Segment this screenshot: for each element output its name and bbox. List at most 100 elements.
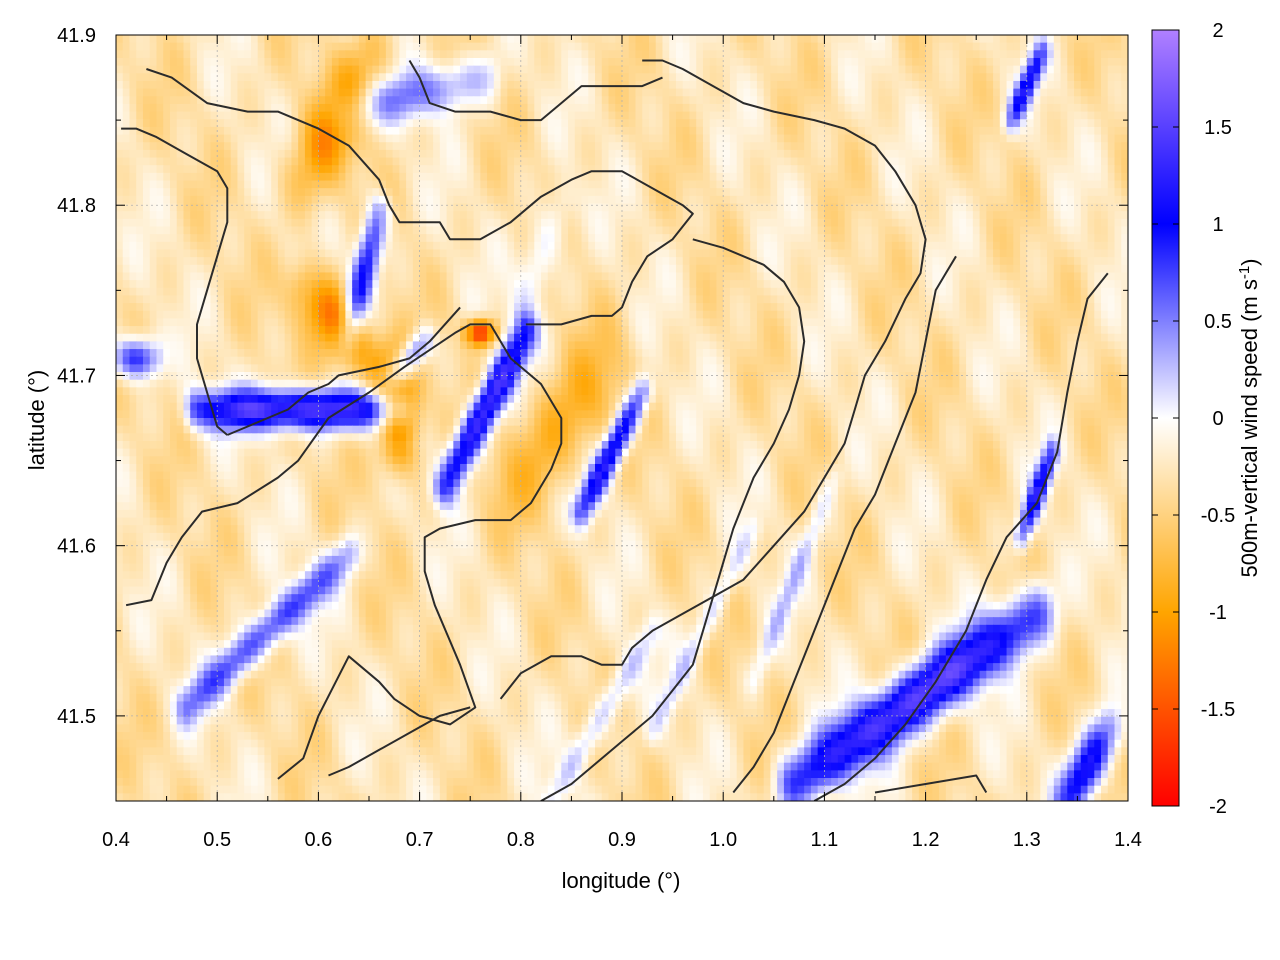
heatmap-cell: [824, 126, 832, 136]
heatmap-cell: [311, 57, 319, 67]
heatmap-cell: [844, 134, 852, 143]
heatmap-cell: [912, 65, 920, 74]
heatmap-cell: [945, 149, 954, 159]
heatmap-cell: [244, 111, 252, 120]
heatmap-cell: [399, 57, 407, 67]
heatmap-cell: [1033, 50, 1041, 59]
heatmap-cell: [864, 211, 873, 220]
heatmap-cell: [1013, 234, 1021, 243]
heatmap-cell: [291, 57, 299, 67]
heatmap-cell: [196, 272, 205, 281]
heatmap-cell: [655, 211, 664, 220]
heatmap-cell: [601, 180, 610, 189]
heatmap-cell: [817, 96, 825, 105]
heatmap-cell: [352, 103, 360, 113]
heatmap-cell: [669, 149, 677, 159]
heatmap-cell: [277, 264, 286, 274]
heatmap-cell: [851, 188, 859, 197]
heatmap-cell: [1013, 257, 1021, 266]
heatmap-cell: [480, 73, 488, 82]
heatmap-cell: [574, 65, 583, 74]
heatmap-cell: [250, 280, 259, 289]
heatmap-cell: [257, 73, 266, 82]
heatmap-cell: [662, 149, 670, 159]
heatmap-cell: [156, 188, 164, 197]
heatmap-cell: [487, 249, 495, 258]
heatmap-cell: [298, 226, 306, 235]
heatmap-cell: [756, 241, 765, 251]
heatmap-cell: [554, 218, 562, 228]
heatmap-cell: [284, 96, 293, 105]
heatmap-cell: [196, 142, 205, 151]
heatmap-cell: [352, 165, 360, 174]
heatmap-cell: [426, 249, 434, 258]
heatmap-cell: [547, 119, 556, 128]
heatmap-cell: [770, 218, 778, 228]
heatmap-cell: [871, 149, 879, 159]
heatmap-cell: [669, 50, 677, 59]
heatmap-cell: [271, 65, 279, 74]
heatmap-cell: [1033, 134, 1041, 143]
heatmap-cell: [163, 195, 171, 205]
heatmap-cell: [1047, 50, 1055, 59]
heatmap-cell: [217, 249, 225, 258]
heatmap-cell: [244, 35, 252, 44]
heatmap-cell: [298, 188, 306, 197]
heatmap-cell: [628, 195, 637, 205]
heatmap-cell: [588, 80, 596, 90]
heatmap-cell: [406, 65, 414, 74]
heatmap-cell: [169, 88, 178, 97]
heatmap-cell: [574, 272, 583, 281]
heatmap-cell: [1020, 103, 1028, 113]
heatmap-cell: [932, 195, 940, 205]
heatmap-cell: [858, 149, 866, 159]
heatmap-cell: [858, 57, 866, 67]
heatmap-cell: [433, 180, 441, 189]
heatmap-cell: [480, 111, 488, 120]
heatmap-cell: [729, 35, 738, 44]
heatmap-cell: [176, 57, 185, 67]
heatmap-cell: [271, 195, 279, 205]
heatmap-cell: [581, 50, 589, 59]
heatmap-cell: [244, 172, 252, 182]
heatmap-cell: [433, 80, 441, 90]
heatmap-cell: [777, 119, 785, 128]
heatmap-cell: [399, 188, 407, 197]
heatmap-cell: [318, 180, 326, 189]
heatmap-cell: [1094, 73, 1102, 82]
heatmap-cell: [588, 280, 596, 289]
heatmap-cell: [358, 234, 367, 243]
heatmap-cell: [777, 142, 785, 151]
heatmap-cell: [203, 50, 212, 59]
heatmap-cell: [574, 180, 583, 189]
heatmap-cell: [851, 195, 859, 205]
heatmap-cell: [257, 249, 266, 258]
heatmap-cell: [736, 226, 745, 235]
heatmap-cell: [898, 134, 906, 143]
heatmap-cell: [912, 134, 920, 143]
heatmap-cell: [574, 73, 583, 82]
heatmap-cell: [986, 149, 994, 159]
heatmap-cell: [858, 73, 866, 82]
heatmap-cell: [986, 35, 994, 44]
heatmap-cell: [406, 42, 414, 51]
heatmap-cell: [628, 257, 637, 266]
heatmap-cell: [527, 96, 535, 105]
heatmap-cell: [453, 241, 461, 251]
heatmap-cell: [264, 149, 272, 159]
heatmap-cell: [1013, 65, 1021, 74]
heatmap-cell: [966, 180, 974, 189]
heatmap-cell: [1053, 203, 1062, 212]
heatmap-cell: [736, 218, 745, 228]
heatmap-cell: [142, 126, 151, 136]
heatmap-cell: [318, 134, 326, 143]
heatmap-cell: [723, 119, 731, 128]
heatmap-cell: [527, 195, 535, 205]
heatmap-cell: [291, 149, 299, 159]
heatmap-cell: [1053, 96, 1062, 105]
heatmap-cell: [959, 180, 967, 189]
heatmap-cell: [804, 57, 812, 67]
heatmap-cell: [770, 134, 778, 143]
heatmap-cell: [885, 119, 893, 128]
heatmap-cell: [1047, 142, 1055, 151]
